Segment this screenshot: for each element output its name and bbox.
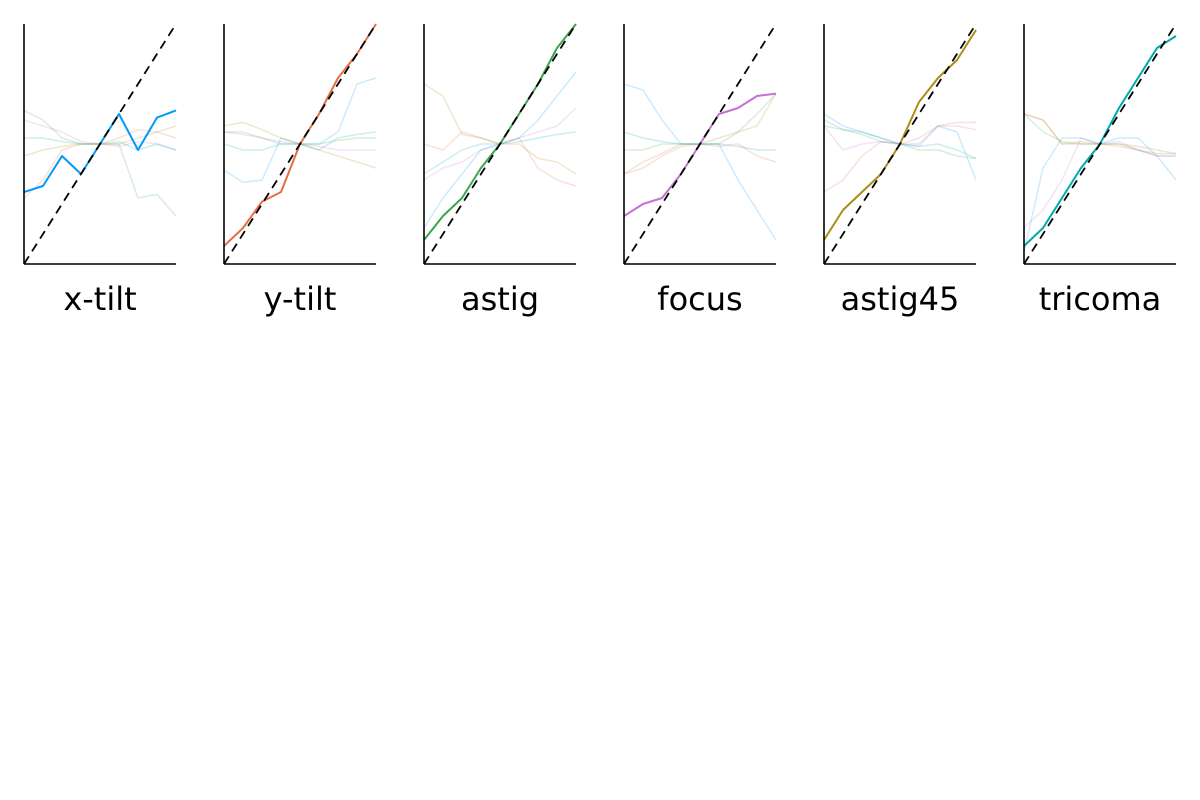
reference-line [24, 23, 177, 264]
series-line-3 [24, 109, 177, 217]
series-line-5 [624, 93, 777, 175]
reference-line [624, 23, 777, 264]
plot-area [824, 23, 977, 264]
series-line-6 [424, 131, 577, 175]
series-line-5 [424, 83, 577, 175]
series-line-1 [824, 113, 977, 181]
series-line-2 [24, 128, 177, 199]
panel-y-tilt: y-tilt [223, 23, 377, 318]
plot-area [624, 23, 777, 264]
panel-label: astig [461, 280, 539, 318]
series-line-2 [824, 121, 976, 193]
panel-label: tricoma [1039, 280, 1162, 318]
series-line-4-highlight [624, 92, 777, 217]
reference-line [824, 23, 977, 264]
series-line-1 [624, 83, 777, 241]
panel-astig45: astig45 [823, 23, 977, 318]
panel-x-tilt: x-tilt [23, 23, 177, 318]
panel-label: astig45 [841, 280, 960, 318]
reference-line [224, 23, 377, 264]
series-line-6-highlight [1024, 35, 1177, 247]
series-line-3 [624, 93, 777, 151]
reference-line [1024, 23, 1177, 264]
plot-area [24, 23, 177, 264]
panel-tricoma: tricoma [1023, 23, 1177, 318]
plot-area [424, 23, 577, 264]
panel-label: x-tilt [63, 280, 136, 318]
series-line-1 [224, 77, 377, 184]
panel-astig: astig [423, 23, 577, 318]
plot-area [224, 23, 377, 264]
panel-label: focus [657, 280, 742, 318]
plot-area [1024, 23, 1177, 264]
panel-focus: focus [623, 23, 777, 318]
series-line-1 [424, 71, 577, 229]
series-line-6 [624, 131, 776, 151]
series-line-3-highlight [424, 23, 577, 241]
panel-label: y-tilt [264, 280, 337, 318]
series-line-5 [24, 125, 177, 157]
series-line-3 [1024, 113, 1176, 155]
reference-line [424, 23, 577, 264]
